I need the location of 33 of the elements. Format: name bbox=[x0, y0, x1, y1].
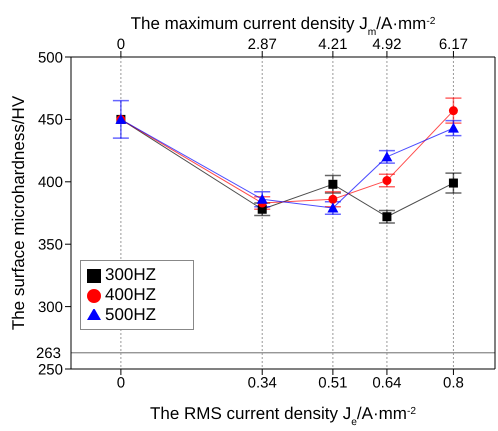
y-axis-title: The surface microhardness/HV bbox=[9, 95, 28, 330]
y-tick-label: 300 bbox=[38, 298, 63, 316]
legend-label: 300HZ bbox=[105, 265, 156, 284]
point bbox=[448, 106, 458, 116]
x-tick-label: 0.8 bbox=[443, 374, 464, 392]
point bbox=[382, 176, 392, 186]
legend-label: 400HZ bbox=[105, 285, 156, 304]
text: 4.92 bbox=[372, 36, 402, 53]
text: 2.87 bbox=[248, 36, 277, 53]
text: 6.17 bbox=[438, 36, 468, 53]
x-tick-label: 0.34 bbox=[248, 374, 277, 392]
point bbox=[381, 151, 392, 162]
legend-label: 500HZ bbox=[105, 305, 156, 324]
x-tick-label: 0 bbox=[116, 374, 126, 392]
point bbox=[448, 122, 459, 133]
text: 0 bbox=[116, 36, 126, 53]
point bbox=[327, 202, 338, 213]
x2-axis-title: The maximum current density J$_{m}$/A·mm$^{-2}$ bbox=[130, 14, 436, 38]
y-tick-label: 400 bbox=[38, 174, 63, 192]
y-tick-label: 350 bbox=[38, 236, 63, 254]
x-tick-label: 0.64 bbox=[372, 374, 402, 392]
point bbox=[328, 180, 338, 189]
point bbox=[382, 212, 392, 222]
point bbox=[256, 194, 268, 204]
x-tick-label: 0.51 bbox=[318, 374, 348, 392]
point bbox=[448, 178, 458, 188]
point bbox=[328, 194, 338, 204]
y-tick-label: 450 bbox=[38, 112, 63, 129]
ref-line-label: 263 bbox=[36, 345, 61, 362]
text: 4.21 bbox=[318, 36, 348, 53]
x-axis-title: The RMS current density J$_{e}$/A·mm$^{-2}$ bbox=[150, 404, 416, 428]
y-tick-label: 250 bbox=[38, 361, 63, 378]
y-tick-label: 500 bbox=[38, 49, 63, 66]
